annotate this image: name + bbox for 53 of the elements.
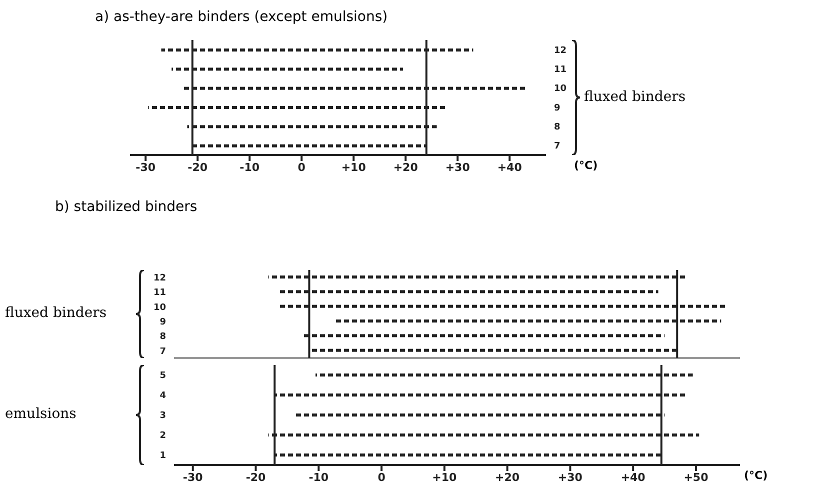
x-tick-label: +40: [620, 470, 646, 484]
bar: [274, 454, 662, 456]
x-axis-title: (°C): [744, 469, 768, 482]
y-tick-label: 7: [554, 142, 560, 152]
bar: [268, 434, 700, 436]
x-tick-label: +40: [497, 160, 522, 174]
x-tick-label: -10: [240, 160, 260, 174]
y-tick-label: 9: [554, 103, 560, 114]
x-tick-label: +20: [495, 470, 520, 484]
bar: [302, 334, 665, 338]
bar: [316, 374, 693, 376]
x-tick-label: -20: [246, 470, 266, 484]
x-tick-label: 0: [378, 470, 386, 484]
bar: [187, 125, 437, 128]
y-tick-label: 2: [160, 431, 166, 442]
bar: [268, 276, 687, 278]
x-tick-label: -30: [136, 160, 156, 174]
y-tick-label: 4: [160, 391, 166, 402]
y-tick-label: 10: [554, 84, 567, 94]
y-axis-title: fluxed binders: [584, 88, 686, 104]
y-tick-label: 11: [554, 64, 567, 75]
bar: [172, 68, 403, 71]
x-tick-label: +50: [684, 470, 709, 484]
chart-title: a) as-they-are binders (except emulsions): [95, 9, 388, 25]
x-tick-label: +10: [432, 470, 458, 484]
bar: [161, 48, 474, 52]
bar: [182, 86, 526, 90]
x-tick-label: 0: [298, 160, 306, 174]
y-tick-label: 5: [160, 371, 166, 382]
y-tick-label: 8: [554, 122, 560, 132]
x-tick-label: -30: [182, 470, 204, 484]
y-axis-title: emulsions: [5, 406, 76, 422]
bar: [192, 144, 426, 148]
x-tick-label: +30: [445, 160, 470, 174]
y-tick-label: 8: [160, 332, 166, 342]
y-tick-label: 3: [160, 411, 166, 422]
x-tick-label: -20: [188, 160, 208, 174]
y-tick-label: 10: [153, 302, 166, 313]
x-tick-label: +30: [558, 470, 583, 484]
x-axis-title: (°C): [574, 159, 598, 172]
y-axis-title: fluxed binders: [5, 305, 107, 321]
y-tick-label: 1: [160, 451, 166, 462]
y-tick-label: 11: [153, 288, 166, 298]
bar: [274, 394, 687, 396]
x-tick-label: -10: [308, 470, 329, 484]
y-tick-label: 7: [160, 346, 166, 357]
y-tick-label: 9: [160, 318, 166, 328]
x-tick-label: +10: [341, 160, 366, 174]
y-tick-label: 12: [153, 274, 166, 284]
bar: [334, 320, 722, 322]
x-tick-label: +20: [393, 160, 418, 174]
y-tick-label: 12: [554, 46, 567, 56]
chart-title: b) stabilized binders: [55, 199, 198, 215]
